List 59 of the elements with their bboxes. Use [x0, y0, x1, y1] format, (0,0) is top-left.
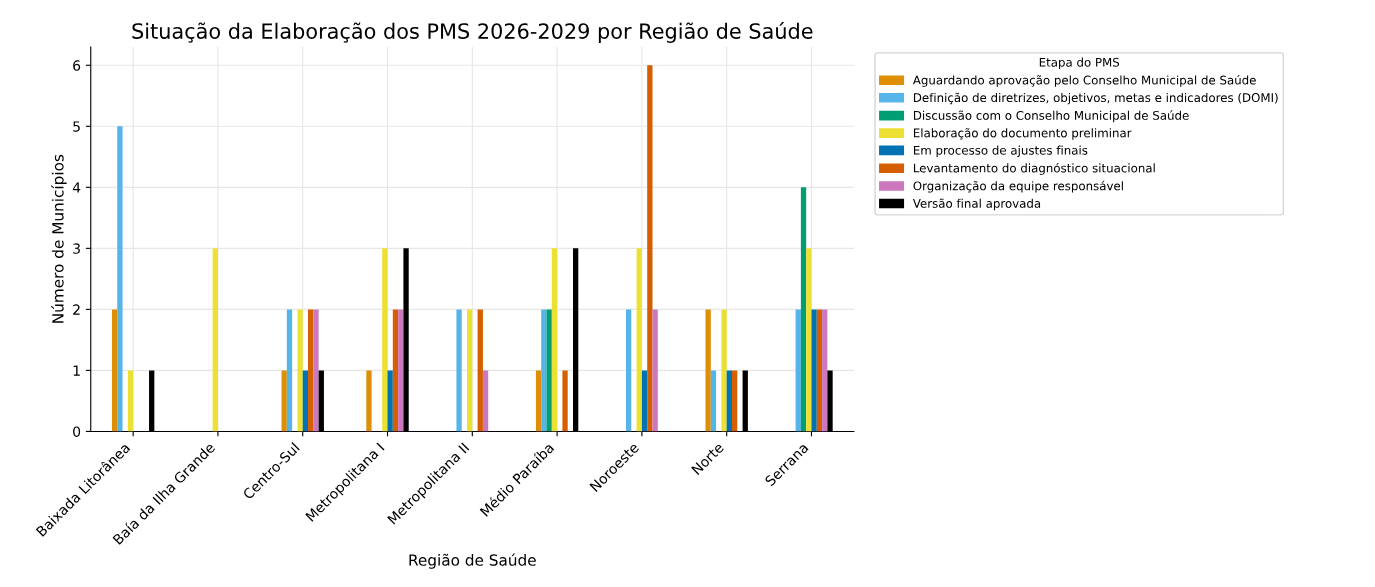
legend-title: Etapa do PMS	[1039, 57, 1120, 70]
bar	[382, 248, 388, 432]
bar	[726, 370, 732, 432]
y-tick-label: 3	[73, 243, 80, 254]
bar	[297, 309, 303, 432]
bar	[281, 370, 287, 432]
bar	[392, 309, 399, 432]
legend-label: Discussão com o Conselho Municipal de Saúde	[913, 110, 1189, 123]
bar	[811, 309, 817, 432]
bar	[652, 309, 658, 432]
bar	[477, 309, 483, 432]
legend-label: Levantamento do diagnóstico situacional	[913, 162, 1155, 175]
bar	[308, 309, 314, 432]
bar	[366, 370, 372, 432]
bar	[562, 370, 568, 432]
bar	[822, 309, 828, 432]
bar	[541, 309, 547, 432]
chart-title: Situação da Elaboração dos PMS 2026-2029 por Região de Saúde	[132, 21, 813, 43]
bar	[795, 309, 801, 432]
bar	[641, 370, 648, 432]
bar	[387, 370, 393, 432]
bar	[647, 65, 653, 432]
bar	[626, 309, 632, 432]
bar	[546, 309, 552, 432]
bar	[127, 370, 134, 432]
x-axis-title: Região de Saúde	[409, 553, 536, 569]
bar	[806, 248, 812, 432]
legend-label: Organização da equipe responsável	[913, 180, 1123, 193]
bar	[482, 370, 489, 432]
legend-label: Aguardando aprovação pelo Conselho Municipal de Saúde	[912, 74, 1256, 87]
y-tick-label: 6	[73, 60, 81, 71]
bar	[456, 309, 462, 432]
bar	[816, 309, 823, 432]
y-tick-label: 0	[73, 426, 81, 437]
legend-label: Em processo de ajustes finais	[913, 145, 1088, 157]
bar	[551, 248, 558, 432]
legend-label: Definição de diretrizes, objetivos, metas e indicadores (DOMI)	[913, 92, 1278, 105]
bar	[721, 309, 727, 432]
bar	[212, 248, 218, 432]
y-axis-title: Número de Municípios	[51, 154, 67, 323]
bar	[467, 309, 473, 432]
legend-label: Elaboração do documento preliminar	[913, 128, 1132, 140]
bar	[731, 370, 738, 432]
bar	[705, 309, 711, 432]
bar	[636, 248, 642, 432]
bar	[111, 309, 118, 432]
bar	[302, 370, 309, 432]
bar	[398, 309, 404, 432]
bar	[710, 370, 717, 432]
bar	[535, 370, 542, 432]
y-tick-label: 5	[73, 121, 80, 132]
legend-label: Versão final aprovada	[912, 198, 1041, 211]
bar	[117, 126, 123, 432]
y-tick-label: 2	[73, 304, 80, 315]
bar	[286, 309, 293, 432]
y-tick-label: 1	[73, 365, 80, 376]
bar	[313, 309, 319, 432]
y-tick-label: 4	[72, 182, 81, 193]
bar	[800, 187, 807, 432]
